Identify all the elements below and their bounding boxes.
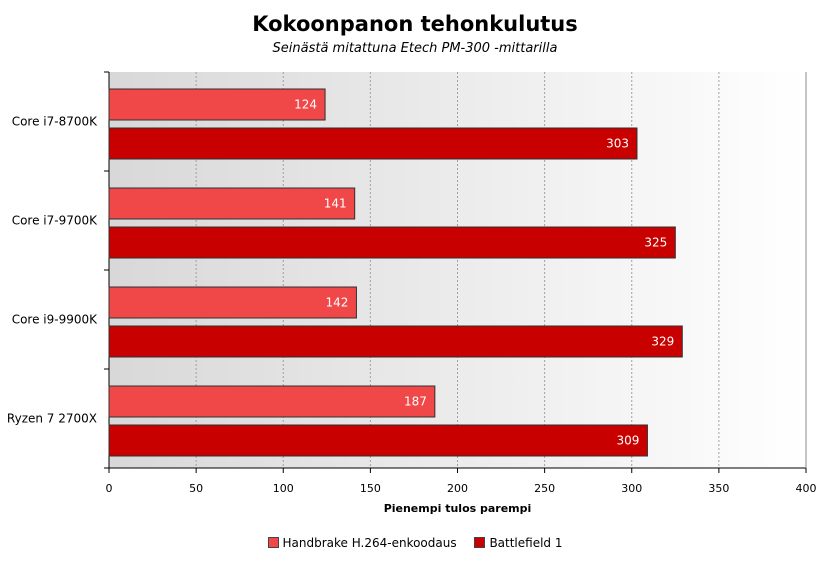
- category-label: Core i9-9900K: [12, 313, 98, 327]
- legend-swatch-handbrake: [267, 537, 279, 548]
- chart-title: Kokoonpanon tehonkulutus: [252, 12, 578, 36]
- legend-item-handbrake: Handbrake H.264-enkoodaus: [267, 536, 457, 550]
- x-tick-label: 300: [621, 482, 642, 495]
- legend-label-battlefield: Battlefield 1: [489, 536, 563, 550]
- x-tick-label: 150: [360, 482, 381, 495]
- data-label: 325: [644, 236, 667, 250]
- legend-label-handbrake: Handbrake H.264-enkoodaus: [282, 536, 457, 550]
- legend: Handbrake H.264-enkoodaus Battlefield 1: [0, 536, 830, 550]
- legend-swatch-battlefield: [474, 537, 486, 548]
- bar: [108, 424, 648, 457]
- data-label: 329: [651, 335, 674, 349]
- x-tick-label: 350: [708, 482, 729, 495]
- category-label: Ryzen 7 2700X: [7, 412, 97, 426]
- category-label: Core i7-9700K: [12, 214, 98, 228]
- x-tick-label: 200: [447, 482, 468, 495]
- bar: [108, 385, 436, 418]
- bar: [108, 88, 326, 121]
- data-label: 142: [326, 296, 349, 310]
- bar-chart: 0 50 100 150 200 250 300 350 400 Pienempi tulos p…: [7, 71, 817, 515]
- x-axis-label: Pienempi tulos parempi: [384, 502, 532, 515]
- bar: [108, 127, 638, 160]
- bar: [108, 325, 683, 358]
- bar: [108, 286, 357, 319]
- x-tick-label: 0: [106, 482, 113, 495]
- data-label: 303: [606, 137, 629, 151]
- bar: [108, 226, 676, 259]
- legend-item-battlefield: Battlefield 1: [474, 536, 563, 550]
- chart-subtitle: Seinästä mitattuna Etech PM-300 -mittari…: [272, 41, 558, 56]
- data-label: 309: [617, 434, 640, 448]
- x-tick-label: 400: [796, 482, 817, 495]
- data-label: 187: [404, 395, 427, 409]
- x-tick-label: 50: [189, 482, 203, 495]
- data-label: 141: [324, 197, 347, 211]
- bar: [108, 187, 356, 220]
- category-label: Core i7-8700K: [12, 115, 98, 129]
- data-label: 124: [294, 98, 317, 112]
- x-tick-label: 100: [273, 482, 294, 495]
- x-tick-label: 250: [534, 482, 555, 495]
